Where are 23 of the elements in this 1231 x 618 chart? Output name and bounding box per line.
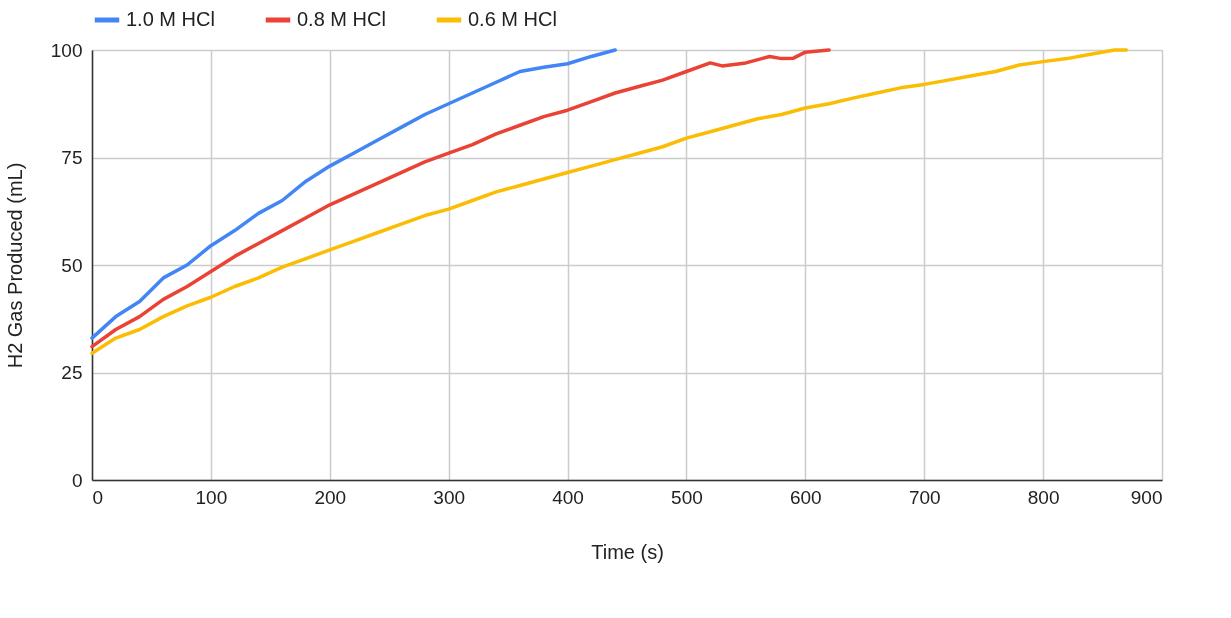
y-axis-title: H2 Gas Produced (mL) (3, 162, 26, 369)
y-tick-label: 75 (61, 147, 83, 168)
x-tick-label: 200 (314, 486, 347, 508)
x-tick-label: 700 (908, 486, 941, 508)
x-tick-label: 600 (789, 486, 822, 508)
y-tick-label: 25 (61, 362, 83, 383)
x-tick-label: 800 (1027, 486, 1060, 508)
legend-label: 0.8 M HCl (297, 8, 386, 30)
legend-label: 1.0 M HCl (126, 8, 215, 30)
x-tick-label: 300 (433, 486, 466, 508)
y-tick-label: 0 (71, 469, 83, 491)
y-tick-label: 100 (50, 39, 83, 61)
x-tick-label: 0 (92, 486, 104, 508)
x-tick-label: 400 (552, 486, 584, 508)
line-series (90, 48, 617, 340)
x-tick-label: 900 (1130, 486, 1163, 508)
line-series (90, 48, 1129, 355)
y-tick-label: 50 (61, 254, 83, 276)
line-series (90, 48, 831, 349)
x-axis-title: Time (s) (591, 540, 664, 563)
x-tick-label: 500 (671, 486, 703, 508)
x-tick-label: 100 (195, 486, 228, 508)
legend-label: 0.6 M HCl (468, 8, 557, 30)
